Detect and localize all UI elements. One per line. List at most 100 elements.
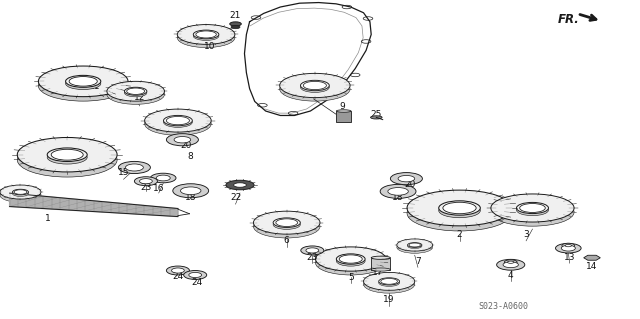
Ellipse shape <box>379 278 399 285</box>
Ellipse shape <box>124 87 147 95</box>
Ellipse shape <box>47 151 87 164</box>
Ellipse shape <box>134 177 157 186</box>
Text: 16: 16 <box>153 184 164 193</box>
Ellipse shape <box>253 211 320 234</box>
Ellipse shape <box>184 271 207 279</box>
Text: 6: 6 <box>284 236 289 245</box>
Ellipse shape <box>273 218 300 227</box>
Ellipse shape <box>381 278 397 284</box>
Ellipse shape <box>439 204 480 218</box>
Ellipse shape <box>127 88 145 94</box>
Ellipse shape <box>193 32 219 41</box>
Ellipse shape <box>38 66 128 97</box>
Ellipse shape <box>173 184 209 198</box>
Ellipse shape <box>172 268 184 273</box>
Ellipse shape <box>409 243 420 247</box>
Ellipse shape <box>388 188 408 195</box>
Ellipse shape <box>407 190 512 226</box>
Ellipse shape <box>164 117 193 127</box>
Ellipse shape <box>189 272 202 278</box>
Ellipse shape <box>390 173 422 185</box>
Ellipse shape <box>306 248 319 253</box>
Ellipse shape <box>180 187 201 195</box>
Ellipse shape <box>145 109 211 132</box>
Ellipse shape <box>379 279 399 286</box>
Ellipse shape <box>407 195 512 231</box>
Ellipse shape <box>17 137 117 172</box>
Text: 13: 13 <box>564 253 575 262</box>
Ellipse shape <box>193 30 219 39</box>
Text: 18: 18 <box>185 193 196 202</box>
Text: 25: 25 <box>371 110 382 119</box>
Text: 18: 18 <box>392 193 404 202</box>
Ellipse shape <box>234 183 246 187</box>
Ellipse shape <box>13 191 29 197</box>
Ellipse shape <box>398 175 415 182</box>
Ellipse shape <box>13 189 29 195</box>
Ellipse shape <box>316 251 386 275</box>
Text: 22: 22 <box>230 193 241 202</box>
Ellipse shape <box>140 179 152 184</box>
Text: 19: 19 <box>383 295 395 304</box>
Ellipse shape <box>371 116 382 119</box>
Ellipse shape <box>226 180 254 190</box>
Ellipse shape <box>166 116 189 125</box>
Ellipse shape <box>47 148 87 161</box>
Ellipse shape <box>364 275 415 293</box>
Ellipse shape <box>380 184 416 198</box>
Ellipse shape <box>69 77 97 86</box>
Ellipse shape <box>253 215 320 238</box>
Ellipse shape <box>520 204 545 212</box>
Text: 9: 9 <box>340 102 345 111</box>
Ellipse shape <box>562 243 575 248</box>
Ellipse shape <box>280 73 350 98</box>
Ellipse shape <box>497 259 525 270</box>
Ellipse shape <box>166 266 189 275</box>
Ellipse shape <box>164 115 193 126</box>
Text: 12: 12 <box>134 93 145 102</box>
Ellipse shape <box>371 256 390 259</box>
Text: 24: 24 <box>172 272 184 281</box>
Ellipse shape <box>516 203 548 214</box>
Text: 1: 1 <box>45 214 51 223</box>
Text: 14: 14 <box>586 262 598 271</box>
Ellipse shape <box>145 112 211 135</box>
Ellipse shape <box>301 80 329 91</box>
Ellipse shape <box>273 220 300 229</box>
Ellipse shape <box>301 246 324 255</box>
Ellipse shape <box>17 143 117 177</box>
Ellipse shape <box>491 198 574 226</box>
Text: 5: 5 <box>348 273 353 282</box>
Ellipse shape <box>504 260 517 264</box>
Ellipse shape <box>51 149 83 160</box>
Ellipse shape <box>231 26 240 29</box>
Text: S023-A0600: S023-A0600 <box>479 302 529 311</box>
Ellipse shape <box>408 243 422 248</box>
Ellipse shape <box>124 89 147 97</box>
Ellipse shape <box>337 254 365 264</box>
Ellipse shape <box>280 77 350 101</box>
Ellipse shape <box>230 22 241 26</box>
Ellipse shape <box>107 81 164 101</box>
Ellipse shape <box>125 164 143 171</box>
Ellipse shape <box>337 110 351 112</box>
Ellipse shape <box>0 185 41 199</box>
Ellipse shape <box>443 202 476 214</box>
Text: 8: 8 <box>188 152 193 161</box>
Ellipse shape <box>556 243 581 253</box>
Ellipse shape <box>439 201 480 215</box>
Ellipse shape <box>516 204 548 216</box>
Text: 23: 23 <box>307 253 318 262</box>
Ellipse shape <box>156 175 170 181</box>
Ellipse shape <box>371 268 390 271</box>
Text: 21: 21 <box>230 11 241 20</box>
Ellipse shape <box>166 134 198 146</box>
Text: 23: 23 <box>140 183 152 192</box>
Text: 11: 11 <box>89 82 100 91</box>
Ellipse shape <box>337 256 365 266</box>
Text: 20: 20 <box>180 141 191 150</box>
Text: 24: 24 <box>191 278 203 287</box>
Ellipse shape <box>316 247 386 271</box>
Ellipse shape <box>364 272 415 290</box>
Text: 2: 2 <box>457 230 462 239</box>
